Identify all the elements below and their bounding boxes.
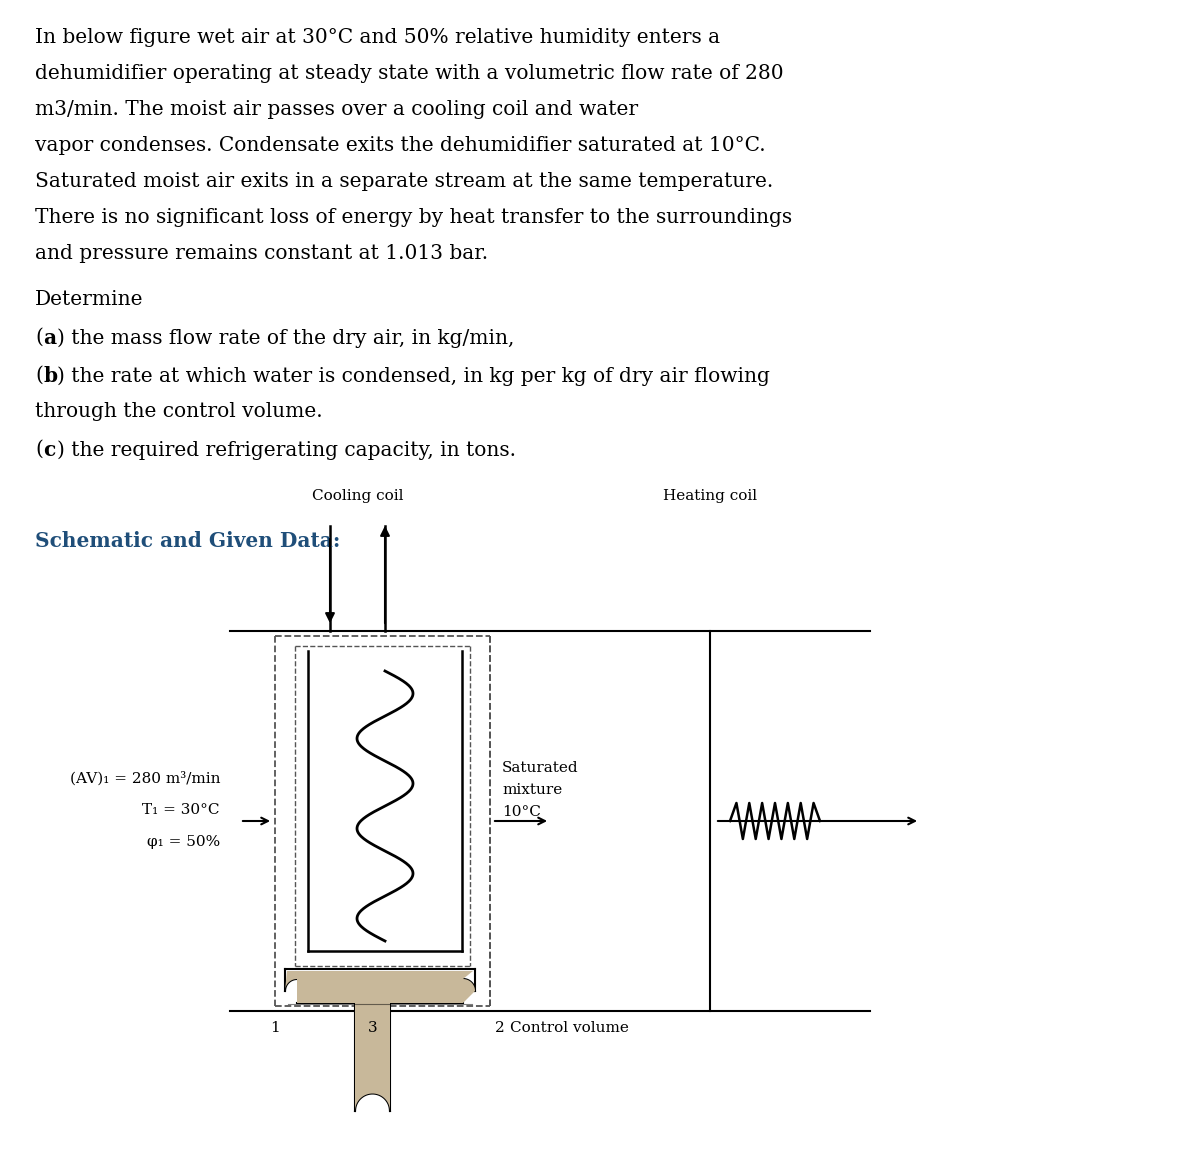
Text: Heating coil: Heating coil [662, 488, 757, 504]
Text: (: ( [35, 328, 43, 347]
Text: c: c [43, 440, 55, 461]
Text: Cooling coil: Cooling coil [312, 488, 403, 504]
Text: a: a [43, 328, 56, 348]
Text: φ₁ = 50%: φ₁ = 50% [146, 835, 220, 849]
Text: ) the mass flow rate of the dry air, in kg/min,: ) the mass flow rate of the dry air, in … [58, 328, 515, 348]
Text: In below figure wet air at 30°C and 50% relative humidity enters a: In below figure wet air at 30°C and 50% … [35, 28, 720, 47]
Text: through the control volume.: through the control volume. [35, 402, 323, 421]
Text: (: ( [35, 366, 43, 385]
Text: Control volume: Control volume [510, 1021, 629, 1035]
Text: m3/min. The moist air passes over a cooling coil and water: m3/min. The moist air passes over a cool… [35, 100, 638, 119]
Text: vapor condenses. Condensate exits the dehumidifier saturated at 10°C.: vapor condenses. Condensate exits the de… [35, 136, 766, 155]
Text: 2: 2 [496, 1021, 505, 1035]
Text: (AV)₁ = 280 m³/min: (AV)₁ = 280 m³/min [70, 771, 220, 785]
Text: 1: 1 [270, 1021, 280, 1035]
Text: 3: 3 [367, 1021, 377, 1035]
Text: mixture: mixture [502, 783, 563, 797]
Text: b: b [43, 366, 58, 386]
Text: Saturated moist air exits in a separate stream at the same temperature.: Saturated moist air exits in a separate … [35, 172, 773, 191]
Polygon shape [286, 971, 475, 1111]
Text: Schematic and Given Data:: Schematic and Given Data: [35, 531, 341, 551]
Text: 10°C: 10°C [502, 805, 541, 819]
Text: Determine: Determine [35, 290, 144, 309]
Text: dehumidifier operating at steady state with a volumetric flow rate of 280: dehumidifier operating at steady state w… [35, 64, 784, 83]
Text: Saturated: Saturated [502, 761, 578, 775]
Text: ) the required refrigerating capacity, in tons.: ) the required refrigerating capacity, i… [58, 440, 516, 459]
Text: (: ( [35, 440, 43, 459]
Text: T₁ = 30°C: T₁ = 30°C [143, 802, 220, 816]
Text: ) the rate at which water is condensed, in kg per kg of dry air flowing: ) the rate at which water is condensed, … [58, 366, 770, 386]
Text: There is no significant loss of energy by heat transfer to the surroundings: There is no significant loss of energy b… [35, 208, 792, 227]
Text: and pressure remains constant at 1.013 bar.: and pressure remains constant at 1.013 b… [35, 244, 488, 263]
